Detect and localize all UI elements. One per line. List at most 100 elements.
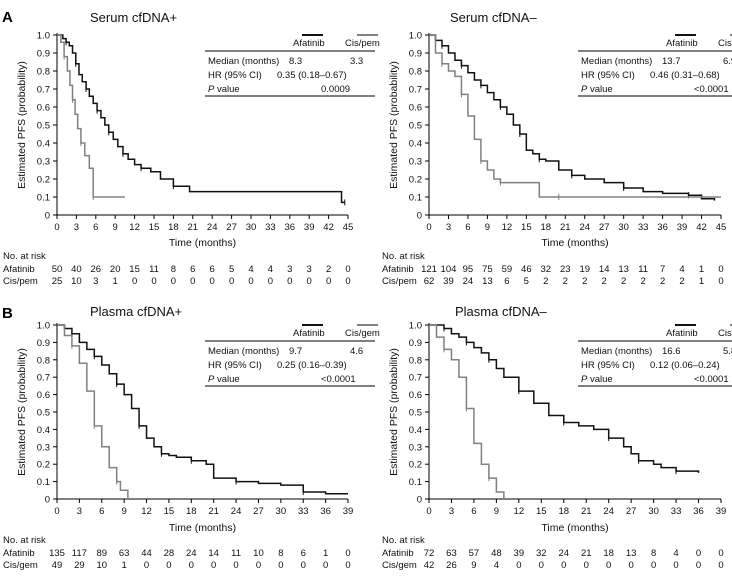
x-tick-label: 27 (226, 222, 237, 233)
y-tick-label: 0.7 (409, 373, 422, 384)
risk-count: 95 (463, 264, 474, 275)
legend-label-b: Cis/gem (345, 328, 380, 339)
x-tick-label: 12 (129, 222, 140, 233)
risk-count: 2 (543, 276, 548, 287)
risk-count: 2 (679, 276, 684, 287)
stats-row-label: Median (months) (208, 56, 279, 67)
risk-count: 21 (581, 548, 592, 559)
x-tick-label: 42 (323, 222, 334, 233)
risk-count: 72 (424, 548, 435, 559)
risk-count: 32 (536, 548, 547, 559)
y-tick-label: 0.5 (37, 121, 50, 132)
risk-count: 0 (166, 560, 171, 571)
km-curve-cispem (429, 34, 721, 198)
risk-count: 0 (651, 560, 656, 571)
risk-count: 6 (190, 264, 195, 275)
risk-count: 0 (516, 560, 521, 571)
stats-value-p: <0.0001 (694, 374, 729, 385)
x-tick-label: 39 (343, 506, 354, 517)
y-tick-label: 1.0 (409, 321, 422, 332)
y-tick-label: 0.5 (409, 408, 422, 419)
risk-count: 11 (231, 548, 241, 559)
chart-1: A Serum cfDNA+ 0 0.1 0.2 0.3 0.4 0.5 0.6 0.7 0.8 0.… (2, 9, 380, 287)
risk-count: 0 (696, 548, 701, 559)
x-tick-label: 12 (502, 222, 513, 233)
y-tick-label: 0.7 (37, 85, 50, 96)
risk-count: 0 (718, 264, 723, 275)
chart-4: Plasma cfDNA– 0 0.1 0.2 0.3 0.4 0.5 0.6 0.7 0.8 0.… (382, 304, 732, 571)
risk-count: 10 (96, 560, 107, 571)
risk-count: 0 (345, 548, 350, 559)
stats-value-b: 6.9 (723, 56, 732, 67)
x-tick-label: 0 (426, 506, 431, 517)
risk-count: 2 (563, 276, 568, 287)
risk-count: 0 (301, 560, 306, 571)
risk-count: 39 (443, 276, 454, 287)
x-tick-label: 9 (122, 506, 127, 517)
stats-value-a: 13.7 (662, 56, 681, 67)
risk-count: 0 (211, 560, 216, 571)
risk-count: 0 (210, 276, 215, 287)
stats-row-label: P value (581, 84, 613, 95)
y-tick-label: 0.8 (37, 67, 50, 78)
risk-count: 0 (229, 276, 234, 287)
risk-count: 2 (326, 264, 331, 275)
risk-count: 13 (482, 276, 493, 287)
stats-row-label: Median (months) (581, 346, 652, 357)
x-tick-label: 30 (648, 506, 659, 517)
x-tick-label: 15 (164, 506, 175, 517)
y-axis-label: Estimated PFS (probability) (16, 61, 28, 189)
risk-table-title: No. at risk (382, 535, 425, 546)
y-tick-label: 0.8 (409, 355, 422, 366)
y-tick-label: 1.0 (409, 31, 422, 42)
risk-count: 0 (171, 276, 176, 287)
y-axis-label: Estimated PFS (probability) (388, 61, 400, 189)
risk-count: 7 (660, 264, 665, 275)
legend-label-a: Afatinib (666, 38, 698, 49)
risk-count: 59 (502, 264, 513, 275)
y-tick-label: 0.4 (409, 425, 422, 436)
x-tick-label: 24 (579, 222, 590, 233)
x-tick-label: 39 (716, 506, 727, 517)
x-tick-label: 18 (558, 506, 569, 517)
risk-count: 3 (93, 276, 98, 287)
risk-count: 42 (424, 560, 435, 571)
y-tick-label: 1.0 (37, 321, 50, 332)
chart-3: B Plasma cfDNA+ 0 0.1 0.2 0.3 0.4 0.5 0.6 0.7 0.8 0… (2, 304, 380, 571)
risk-count: 1 (122, 560, 127, 571)
y-tick-label: 0 (417, 211, 422, 222)
x-tick-label: 3 (446, 222, 451, 233)
risk-count: 10 (253, 548, 264, 559)
risk-count: 0 (268, 276, 273, 287)
risk-count: 117 (72, 548, 87, 559)
x-tick-label: 33 (265, 222, 276, 233)
y-tick-label: 0.7 (37, 373, 50, 384)
risk-count: 6 (504, 276, 509, 287)
stats-row-label: Median (months) (581, 56, 652, 67)
x-tick-label: 27 (253, 506, 264, 517)
stats-row-label: HR (95% CI) (208, 360, 262, 371)
risk-count: 2 (660, 276, 665, 287)
x-tick-label: 12 (514, 506, 525, 517)
km-curve-afatinib (57, 324, 348, 495)
x-tick-label: 0 (54, 506, 59, 517)
y-tick-label: 0.3 (409, 442, 422, 453)
km-curve-cisgem (57, 324, 129, 499)
stats-value-hr: 0.12 (0.06–0.24) (650, 360, 720, 371)
x-tick-label: 3 (449, 506, 454, 517)
stats-value-p: <0.0001 (694, 84, 729, 95)
risk-count: 13 (626, 548, 637, 559)
risk-row-label: Afatinib (3, 548, 35, 559)
chart-title: Plasma cfDNA+ (90, 304, 182, 319)
risk-count: 0 (696, 560, 701, 571)
x-tick-label: 33 (671, 506, 682, 517)
x-tick-label: 30 (618, 222, 629, 233)
x-tick-label: 6 (471, 506, 476, 517)
risk-count: 0 (345, 276, 350, 287)
risk-count: 5 (229, 264, 234, 275)
risk-row-label: Cis/gem (3, 560, 38, 571)
legend-label-b: Cis/pem (718, 38, 732, 49)
stats-row-label: P value (208, 374, 240, 385)
km-curve-afatinib (429, 324, 700, 473)
x-tick-label: 15 (536, 506, 547, 517)
